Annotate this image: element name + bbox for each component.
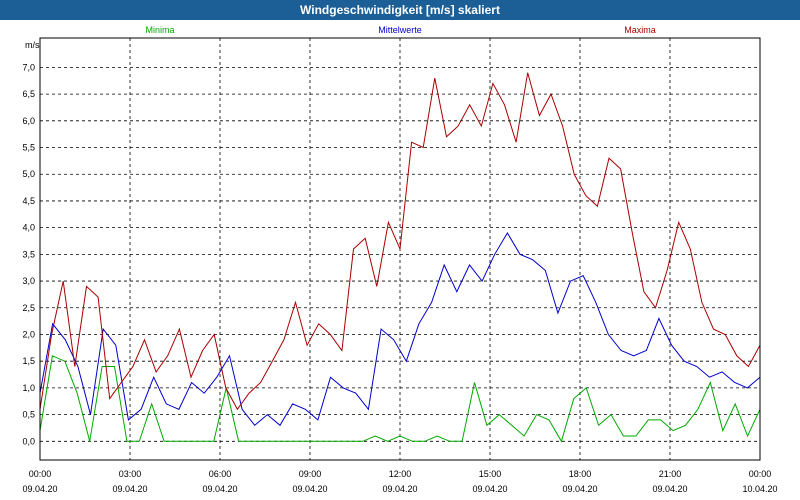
- legend-item-mittelwerte: Mittelwerte: [378, 25, 422, 35]
- y-tick-label: 4,5: [22, 196, 35, 206]
- x-tick-time: 15:00: [479, 469, 502, 479]
- x-tick-time: 21:00: [659, 469, 682, 479]
- x-tick-date: 09.04.20: [382, 484, 417, 494]
- series-lines: [39, 72, 761, 443]
- y-tick-label: 2,5: [22, 303, 35, 313]
- x-tick-date: 09.04.20: [112, 484, 147, 494]
- y-tick-label: 3,5: [22, 249, 35, 259]
- x-tick-time: 09:00: [299, 469, 322, 479]
- plot-frame: [39, 37, 761, 461]
- x-tick-time: 12:00: [389, 469, 412, 479]
- y-axis-unit-label: m/s: [25, 40, 40, 50]
- x-axis-ticks: 00:00 09.04.20 03:00 09.04.20 06:00 09.04.20 0…: [22, 469, 777, 494]
- x-tick-date: 09.04.20: [472, 484, 507, 494]
- legend-item-minima: Minima: [145, 25, 174, 35]
- y-tick-label: 1,5: [22, 356, 35, 366]
- y-tick-label: 5,5: [22, 143, 35, 153]
- y-axis-ticks: 0,0 0,5 1,0 1,5 2,0 2,5 3,0 3,5 4,0 4,5 5,0 5,5 6,0 6…: [22, 62, 35, 446]
- y-tick-label: 0,5: [22, 410, 35, 420]
- legend: Minima Mittelwerte Maxima: [145, 25, 655, 35]
- x-tick-time: 00:00: [749, 469, 772, 479]
- x-tick-date: 10.04.20: [742, 484, 777, 494]
- window-title: Windgeschwindigkeit [m/s] skaliert: [0, 0, 800, 20]
- x-tick-time: 00:00: [29, 469, 52, 479]
- series-line-minima: [39, 355, 761, 443]
- x-tick-date: 09.04.20: [22, 484, 57, 494]
- x-tick-time: 03:00: [119, 469, 142, 479]
- x-tick-date: 09.04.20: [562, 484, 597, 494]
- x-tick-time: 06:00: [209, 469, 232, 479]
- y-tick-label: 6,0: [22, 116, 35, 126]
- series-line-maxima: [39, 72, 761, 411]
- y-tick-label: 6,5: [22, 89, 35, 99]
- x-tick-date: 09.04.20: [292, 484, 327, 494]
- x-tick-date: 09.04.20: [202, 484, 237, 494]
- x-tick-date: 09.04.20: [652, 484, 687, 494]
- y-tick-label: 4,0: [22, 223, 35, 233]
- legend-item-maxima: Maxima: [624, 25, 656, 35]
- y-tick-label: 0,0: [22, 436, 35, 446]
- grid: [40, 38, 760, 460]
- x-tick-time: 18:00: [569, 469, 592, 479]
- y-tick-label: 5,0: [22, 169, 35, 179]
- y-tick-label: 2,0: [22, 329, 35, 339]
- y-tick-label: 3,0: [22, 276, 35, 286]
- y-tick-label: 1,0: [22, 383, 35, 393]
- y-tick-label: 7,0: [22, 62, 35, 72]
- series-line-mittelwerte: [39, 232, 761, 427]
